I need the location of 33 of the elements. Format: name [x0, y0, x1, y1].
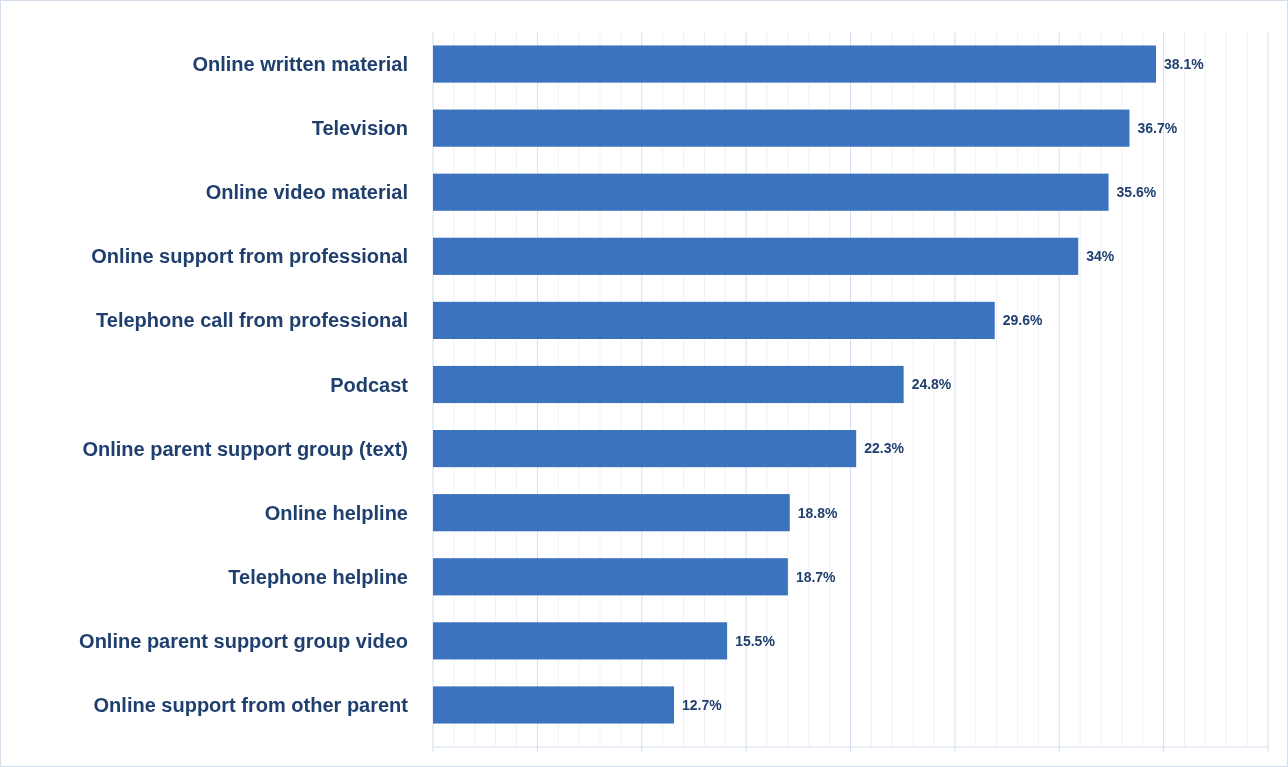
bar — [433, 109, 1130, 147]
y-tick-label: Online support from professional — [91, 245, 408, 268]
y-tick-label: Online helpline — [264, 501, 408, 524]
y-tick-label: Television — [311, 117, 408, 140]
y-tick-label: Telephone helpline — [228, 565, 408, 588]
bar — [433, 494, 790, 532]
y-tick-label: Online video material — [205, 181, 408, 204]
data-label: 35.6% — [1116, 184, 1157, 201]
data-label: 36.7% — [1137, 120, 1178, 137]
bar — [433, 430, 857, 468]
y-tick-label: Online written material — [192, 53, 408, 76]
data-label: 15.5% — [735, 632, 776, 649]
data-label: 38.1% — [1164, 55, 1205, 72]
y-tick-label: Podcast — [330, 373, 409, 396]
data-label: 18.7% — [795, 568, 837, 585]
y-tick-label: Online parent support group (text) — [82, 437, 408, 460]
bar — [433, 558, 788, 596]
data-label: 24.8% — [911, 376, 952, 393]
data-label: 29.6% — [1002, 312, 1043, 329]
bar — [433, 686, 675, 724]
bar — [433, 45, 1157, 83]
data-label: 18.8% — [797, 504, 839, 521]
y-tick-label: Online support from other parent — [93, 693, 409, 716]
data-label: 34% — [1086, 248, 1115, 265]
bar — [433, 173, 1109, 211]
bar — [433, 365, 904, 404]
bar — [433, 301, 995, 339]
data-label: 12.7% — [682, 696, 723, 713]
y-tick-label: Online parent support group video — [79, 629, 408, 652]
data-label: 22.3% — [864, 440, 905, 457]
y-tick-label: Telephone call from professional — [96, 309, 408, 332]
bar — [433, 237, 1079, 275]
bar — [433, 622, 728, 660]
